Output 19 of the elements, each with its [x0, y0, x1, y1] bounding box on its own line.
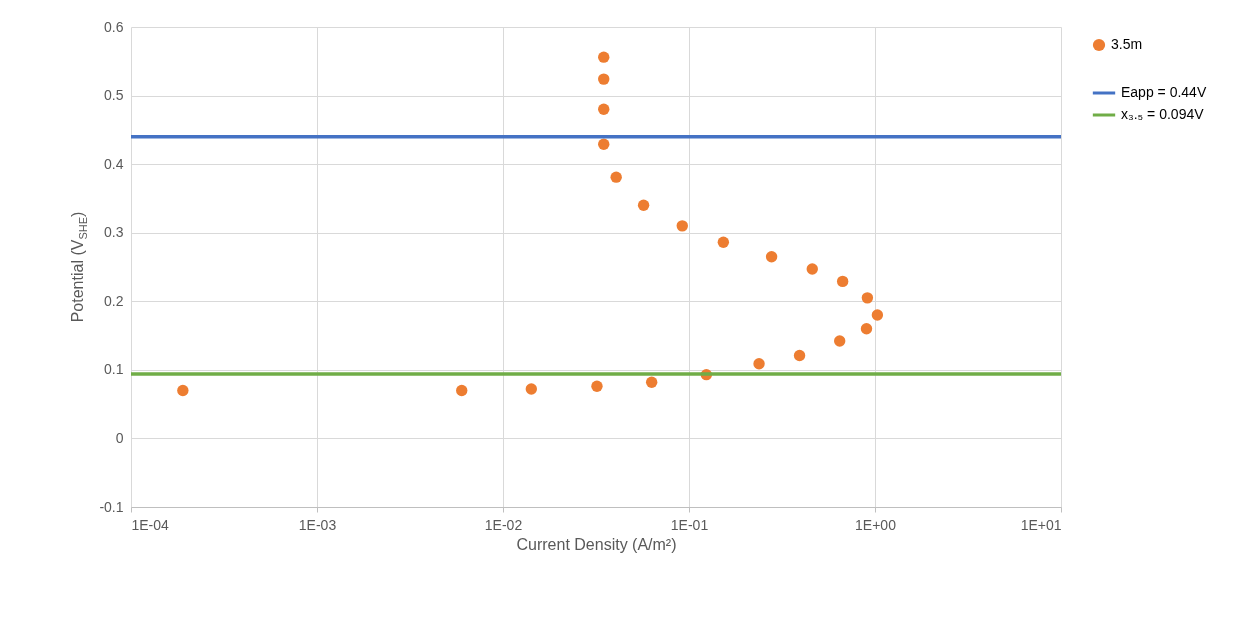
x-tick-label: 1E-04: [131, 516, 170, 533]
y-tick-label: 0.2: [104, 292, 124, 309]
x-tick-label: 1E+00: [855, 516, 897, 533]
x-tick-label: 1E-02: [484, 516, 523, 533]
y-tick-label: 0.1: [104, 361, 124, 378]
y-tick-label: 0.6: [104, 18, 124, 35]
y-axis-title: Potential (VSHE): [69, 211, 89, 323]
y-tick-label: 0: [115, 429, 124, 446]
legend-label: 3.5m: [1111, 36, 1143, 52]
x-axis-title: Current Density (A/m²): [516, 535, 677, 553]
x-tick-label: 1E+01: [1020, 516, 1062, 533]
legend-label: x₃.₅ = 0.094V: [1121, 106, 1205, 122]
y-tick-label: 0.3: [104, 224, 124, 241]
legend-label: Eapp = 0.44V: [1121, 84, 1207, 100]
y-tick-label: 0.5: [104, 87, 124, 104]
y-tick-label: 0.4: [104, 155, 124, 172]
x-tick-label: 1E-01: [670, 516, 709, 533]
y-tick-label: -0.1: [99, 498, 124, 515]
x-tick-label: 1E-03: [298, 516, 337, 533]
